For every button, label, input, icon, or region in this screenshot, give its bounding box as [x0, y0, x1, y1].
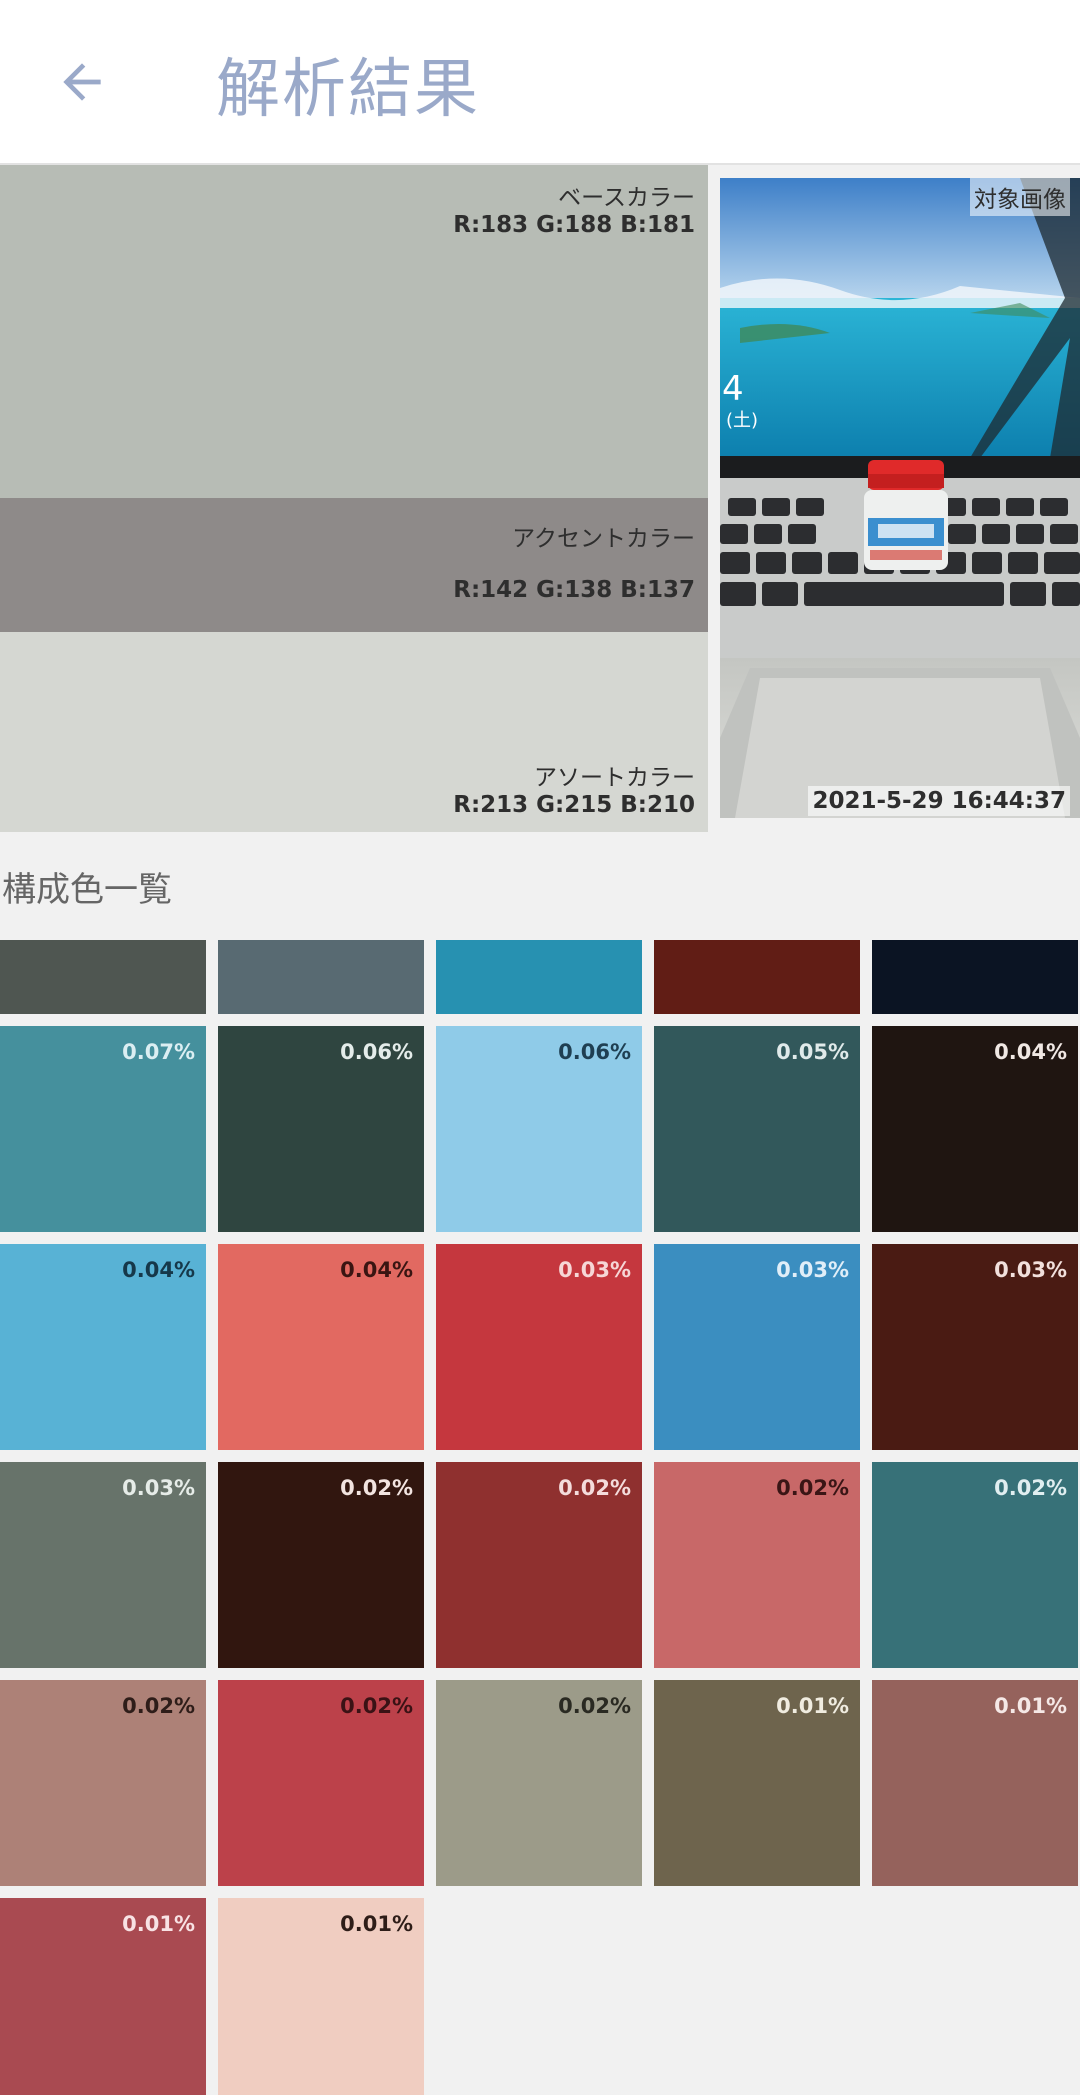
palette-swatch[interactable]: 0.02% — [218, 1462, 424, 1668]
palette-swatch-percent: 0.01% — [122, 1912, 195, 1936]
palette-swatch[interactable] — [436, 940, 642, 1014]
palette-swatch[interactable]: 0.03% — [872, 1244, 1078, 1450]
palette-swatch-percent: 0.02% — [122, 1694, 195, 1718]
assort-color-swatch[interactable]: アソートカラー R:213 G:215 B:210 — [0, 632, 708, 832]
palette-swatch-percent: 0.01% — [994, 1694, 1067, 1718]
app-bar: 解析結果 — [0, 0, 1080, 163]
palette-swatch[interactable]: 0.01% — [872, 1680, 1078, 1886]
back-button[interactable] — [40, 40, 124, 124]
palette-swatch[interactable]: 0.02% — [436, 1462, 642, 1668]
base-color-swatch[interactable]: ベースカラー R:183 G:188 B:181 — [0, 165, 708, 498]
palette-swatch[interactable]: 0.02% — [872, 1462, 1078, 1668]
palette-swatch[interactable]: 0.02% — [436, 1680, 642, 1886]
palette-section-title: 構成色一覧 — [2, 870, 172, 910]
palette-swatch[interactable]: 0.02% — [0, 1680, 206, 1886]
palette-swatch[interactable]: 0.03% — [0, 1462, 206, 1668]
target-image[interactable]: 4 (土) — [720, 178, 1080, 818]
palette-swatch[interactable]: 0.07% — [0, 1026, 206, 1232]
accent-color-rgb: R:142 G:138 B:137 — [453, 577, 695, 603]
palette-swatch[interactable]: 0.01% — [218, 1898, 424, 2095]
palette-swatch[interactable] — [218, 940, 424, 1014]
palette-swatch-percent: 0.03% — [122, 1476, 195, 1500]
palette-swatch[interactable]: 0.04% — [218, 1244, 424, 1450]
palette-swatch-percent: 0.06% — [340, 1040, 413, 1064]
palette-swatch-percent: 0.05% — [776, 1040, 849, 1064]
assort-color-label: アソートカラー — [534, 765, 695, 791]
accent-color-label: アクセントカラー — [512, 526, 695, 552]
palette-swatch-percent: 0.02% — [558, 1694, 631, 1718]
palette-swatch-percent: 0.06% — [558, 1040, 631, 1064]
palette-swatch-percent: 0.04% — [340, 1258, 413, 1282]
palette-swatch-percent: 0.01% — [776, 1694, 849, 1718]
arrow-back-icon — [63, 63, 101, 101]
palette-swatch-percent: 0.02% — [994, 1476, 1067, 1500]
target-image-timestamp: 2021-5-29 16:44:37 — [808, 786, 1070, 816]
palette-swatch[interactable]: 0.01% — [0, 1898, 206, 2095]
palette-swatch-percent: 0.02% — [558, 1476, 631, 1500]
palette-swatch[interactable] — [872, 940, 1078, 1014]
palette-swatch-percent: 0.03% — [994, 1258, 1067, 1282]
base-color-label: ベースカラー — [558, 185, 695, 211]
palette-swatch-percent: 0.02% — [776, 1476, 849, 1500]
svg-text:4: 4 — [722, 369, 744, 409]
palette-swatch[interactable]: 0.03% — [436, 1244, 642, 1450]
palette-swatch[interactable] — [0, 940, 206, 1014]
palette-swatch-percent: 0.02% — [340, 1694, 413, 1718]
palette-swatch[interactable]: 0.02% — [218, 1680, 424, 1886]
palette-grid: 0.07% 0.06% 0.06% 0.05% 0.04% 0.04% 0.04% 0.03%… — [0, 940, 1080, 2095]
assort-color-rgb: R:213 G:215 B:210 — [453, 792, 695, 818]
palette-swatch-percent: 0.04% — [994, 1040, 1067, 1064]
base-color-rgb: R:183 G:188 B:181 — [453, 212, 695, 238]
palette-swatch-percent: 0.01% — [340, 1912, 413, 1936]
palette-swatch[interactable]: 0.03% — [654, 1244, 860, 1450]
page-title: 解析結果 — [216, 53, 480, 127]
palette-swatch[interactable]: 0.01% — [654, 1680, 860, 1886]
divider — [0, 163, 1080, 165]
svg-text:(土): (土) — [726, 410, 758, 431]
palette-swatch[interactable]: 0.06% — [436, 1026, 642, 1232]
palette-swatch-percent: 0.07% — [122, 1040, 195, 1064]
accent-color-swatch[interactable]: アクセントカラー R:142 G:138 B:137 — [0, 498, 708, 632]
palette-swatch[interactable]: 0.04% — [872, 1026, 1078, 1232]
palette-swatch-percent: 0.04% — [122, 1258, 195, 1282]
palette-swatch-percent: 0.02% — [340, 1476, 413, 1500]
palette-swatch-percent: 0.03% — [776, 1258, 849, 1282]
palette-swatch[interactable]: 0.04% — [0, 1244, 206, 1450]
palette-swatch[interactable]: 0.06% — [218, 1026, 424, 1232]
palette-swatch-percent: 0.03% — [558, 1258, 631, 1282]
target-image-label: 対象画像 — [970, 178, 1070, 216]
target-image-picture: 4 (土) — [720, 178, 1080, 818]
palette-swatch[interactable]: 0.05% — [654, 1026, 860, 1232]
palette-swatch[interactable]: 0.02% — [654, 1462, 860, 1668]
palette-swatch[interactable] — [654, 940, 860, 1014]
